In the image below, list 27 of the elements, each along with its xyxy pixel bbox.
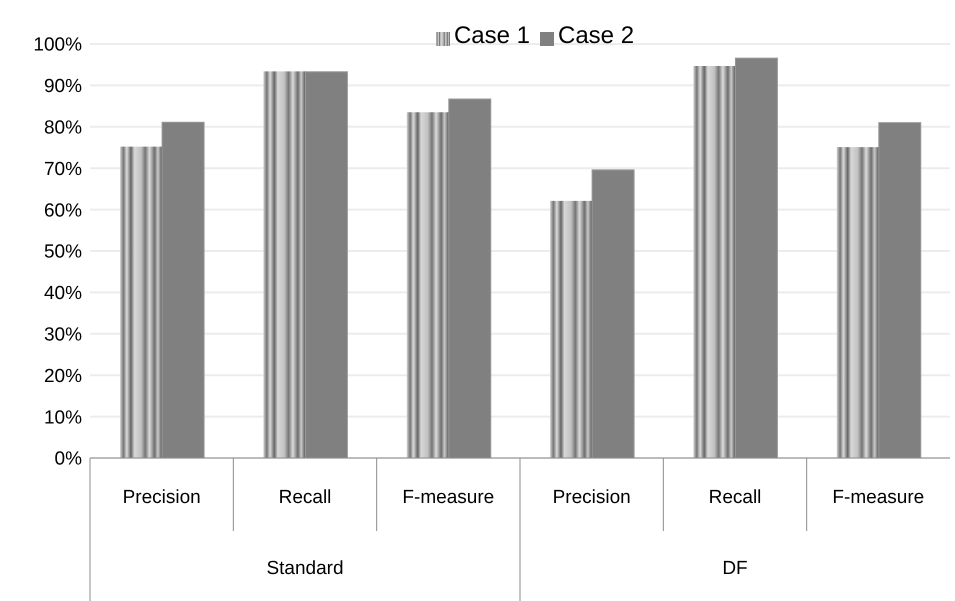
y-tick-label: 80%: [44, 118, 82, 139]
y-tick-label: 90%: [44, 76, 82, 98]
text: DF: [722, 558, 748, 579]
bar: [263, 71, 306, 458]
x-tick-label: F-measure: [832, 487, 924, 508]
bar: [120, 146, 162, 458]
y-tick-label: 30%: [44, 324, 82, 346]
text: Standard: [266, 558, 344, 579]
x-tick-label: F-measure: [402, 487, 494, 508]
x-tick-label: Recall: [278, 487, 332, 508]
y-tick-label: 10%: [44, 407, 82, 428]
bar: [836, 147, 879, 458]
y-tick-label: 100%: [33, 34, 82, 56]
bar: [406, 112, 449, 458]
y-tick-label: 50%: [44, 242, 82, 263]
legend-label: Case 1: [454, 22, 530, 49]
y-tick-label: 20%: [44, 366, 82, 387]
x-tick-label: Recall: [708, 487, 762, 508]
y-tick-label: 70%: [44, 158, 82, 180]
x-tick-label: Precision: [552, 487, 631, 508]
y-tick-label: 0%: [54, 448, 82, 470]
bar: [550, 200, 592, 458]
y-tick-label: 60%: [44, 200, 82, 222]
x-tick-label: Precision: [122, 487, 201, 508]
y-tick-label: 40%: [44, 283, 82, 304]
bar: [693, 66, 736, 458]
legend-label: Case 2: [558, 22, 634, 49]
